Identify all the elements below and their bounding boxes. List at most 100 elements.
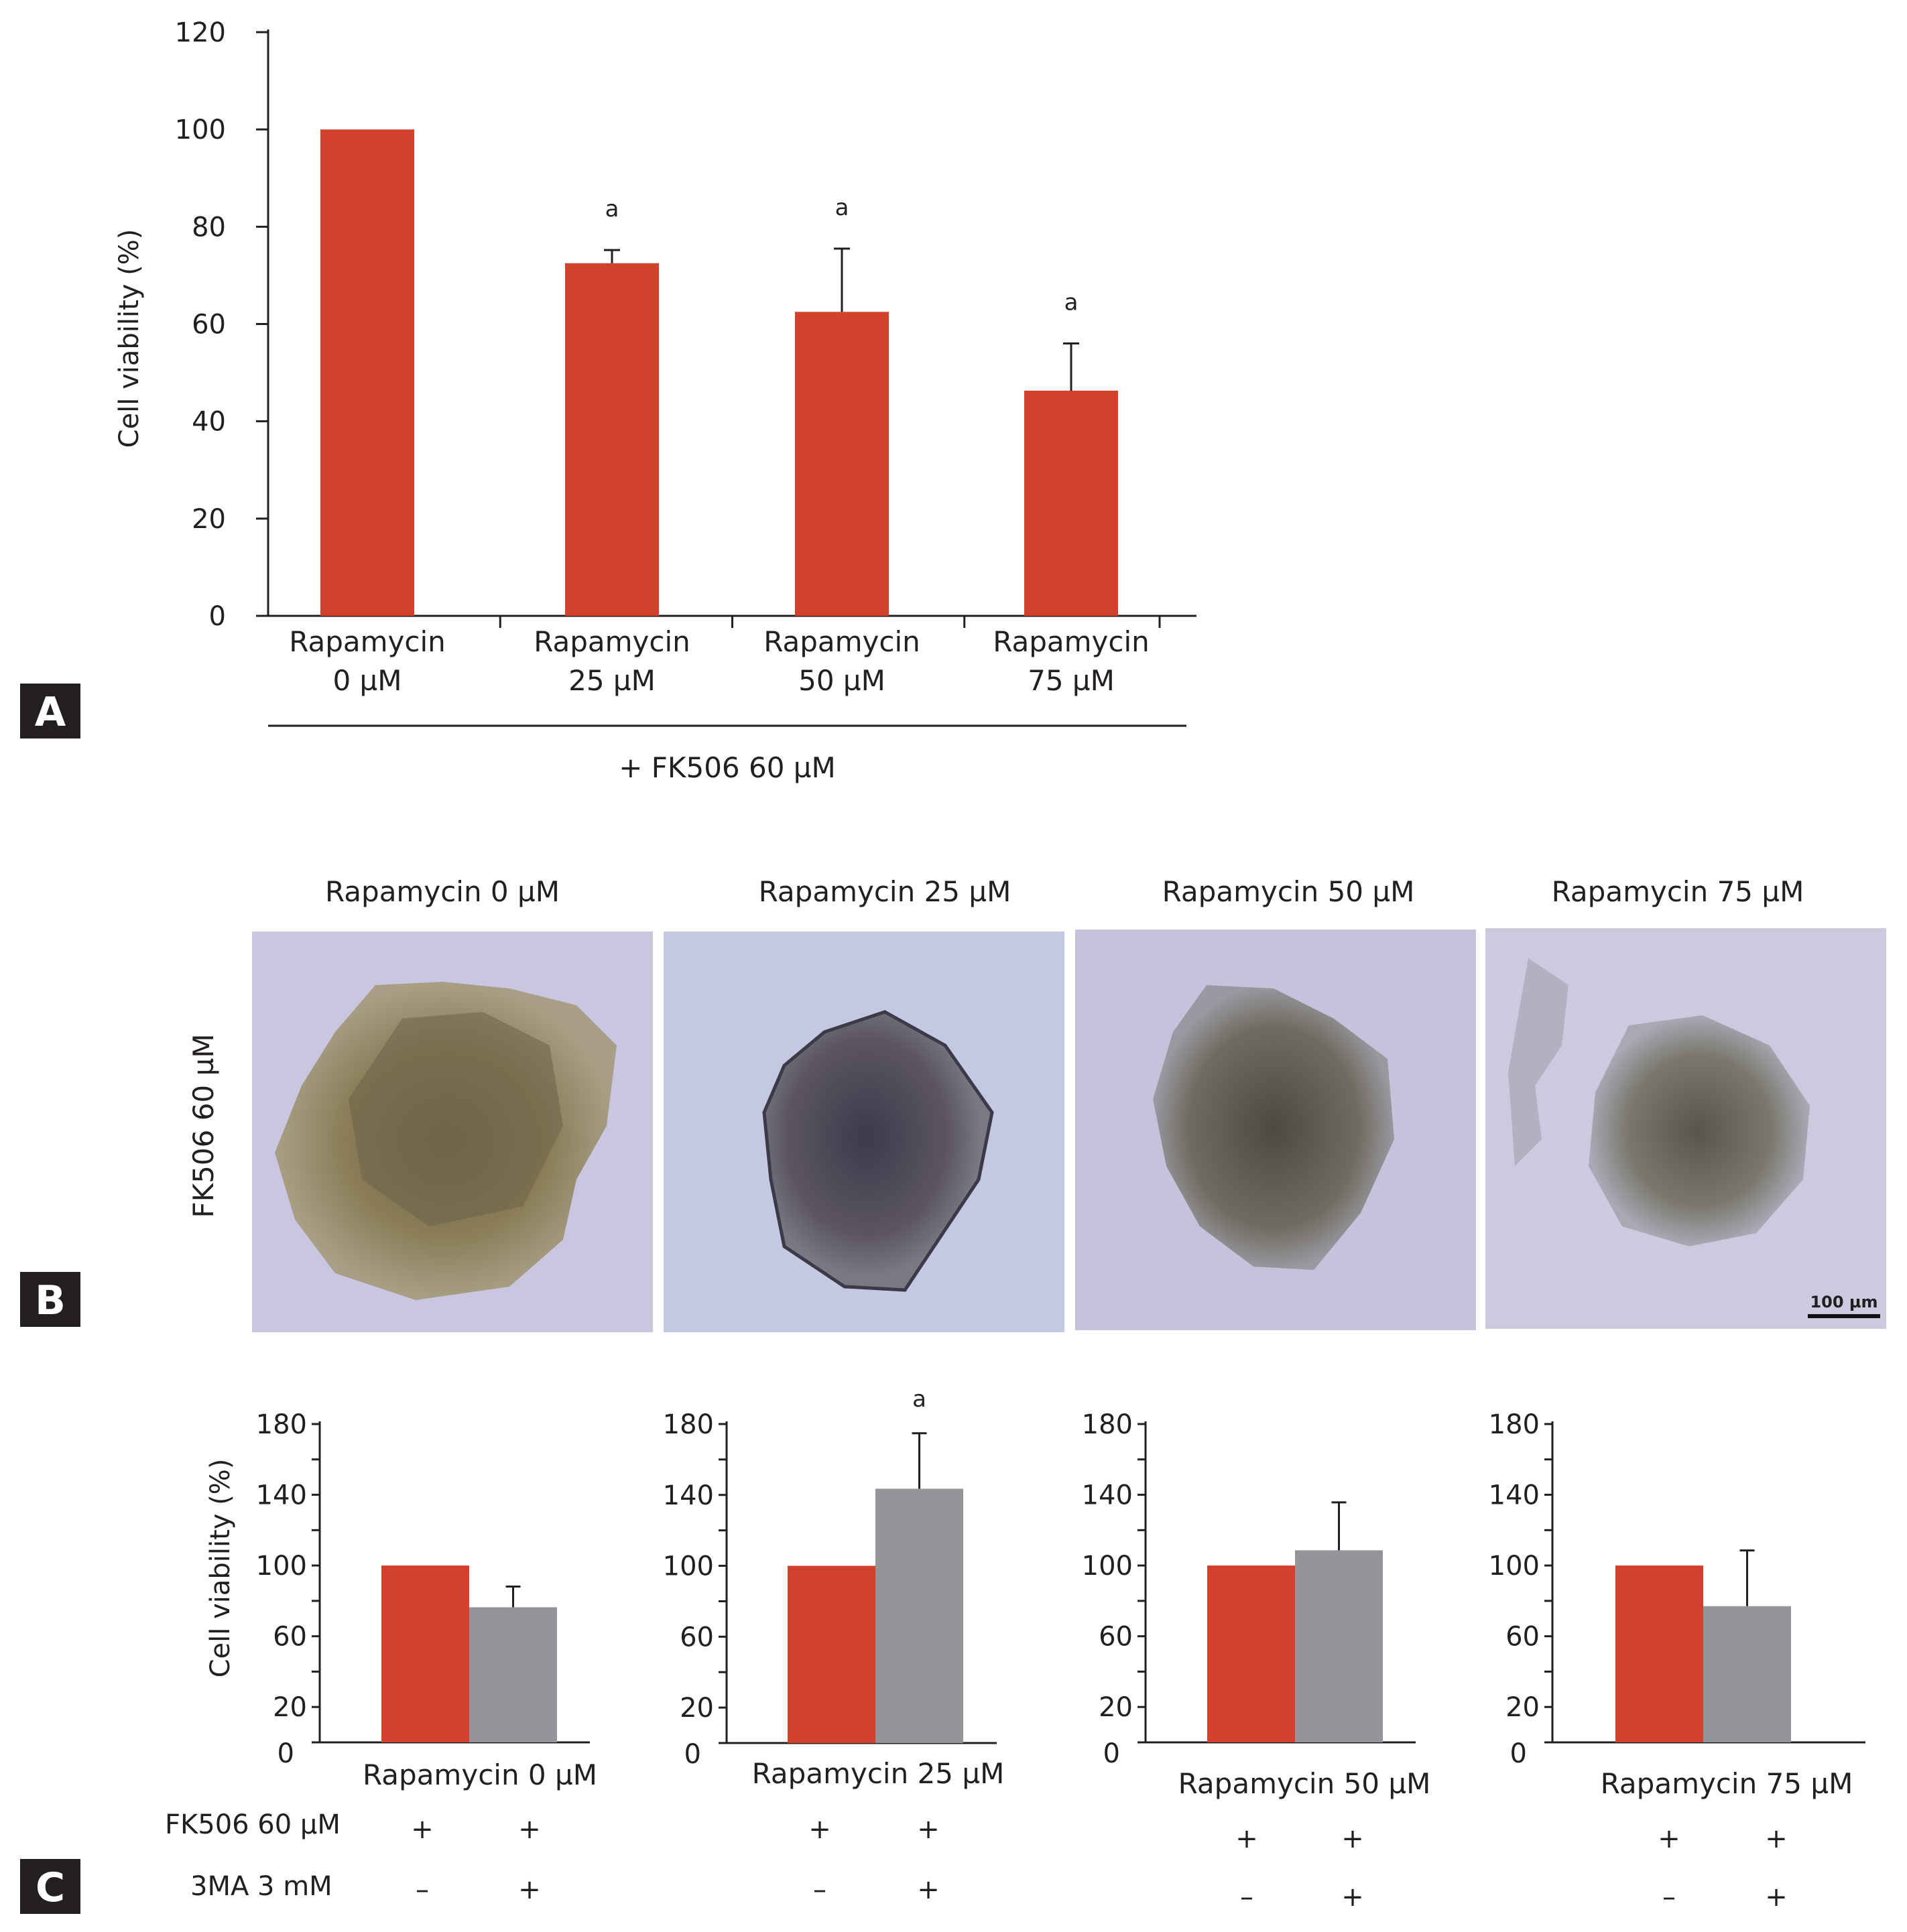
treatment-mark: – — [1240, 1882, 1253, 1913]
micrograph-rapamycin-50 — [1075, 929, 1476, 1330]
panel-b: Rapamycin 0 µM Rapamycin 25 µM Rapamycin… — [20, 875, 1886, 1332]
treatment-mark: + — [1235, 1823, 1258, 1854]
micrograph-rapamycin-75: 100 µm — [1485, 928, 1886, 1329]
panel-a-bars: Rapamycin 0 µM a Rapamycin 25 µM a Rapamycin 50… — [289, 129, 1150, 697]
category-label: 0 µM — [332, 664, 402, 697]
treatment-mark: + — [917, 1874, 940, 1905]
panel-a: Cell viability (%) 0 20 40 60 80 100 120 Rapam… — [20, 17, 1196, 784]
y-tick-label: 100 — [1489, 1551, 1540, 1582]
treatment-mark: + — [1341, 1823, 1364, 1854]
panel-c-chart-4: 0 20 60 100 140 180 Rapamycin 75 µM — [1489, 1409, 1865, 1800]
treatment-marks: + + – + + + – + + + – + + + – + — [411, 1814, 1788, 1913]
category-label: Rapamycin — [993, 625, 1150, 658]
y-tick-label: 60 — [273, 1622, 307, 1653]
bar-fk506 — [381, 1565, 469, 1742]
y-tick-label: 20 — [273, 1692, 307, 1723]
category-label: Rapamycin — [534, 625, 690, 658]
x-axis-label: Rapamycin 75 µM — [1601, 1767, 1853, 1800]
y-tick-label: 180 — [663, 1409, 714, 1440]
category-label: Rapamycin — [763, 625, 920, 658]
y-tick-label: 0 — [278, 1738, 294, 1769]
micrograph-row-label: FK506 60 µM — [187, 1034, 220, 1218]
y-tick-label: 140 — [256, 1480, 307, 1511]
bar — [795, 312, 889, 616]
y-tick-label: 20 — [680, 1693, 714, 1724]
y-tick-label: 0 — [209, 601, 226, 632]
y-tick-label: 60 — [1099, 1622, 1133, 1653]
panel-c-chart-3: 0 20 60 100 140 180 Rapamycin 50 µM — [1082, 1409, 1431, 1800]
bar-fk506-3ma — [1295, 1550, 1383, 1742]
y-tick-label: 20 — [192, 504, 226, 535]
y-tick-label: 60 — [192, 310, 226, 340]
category-label: Rapamycin — [289, 625, 446, 658]
scale-bar-label: 100 µm — [1810, 1293, 1878, 1311]
y-tick-label: 0 — [684, 1739, 701, 1770]
y-tick-label: 180 — [1489, 1409, 1540, 1440]
treatment-mark: + — [917, 1814, 940, 1845]
x-axis-label: Rapamycin 25 µM — [752, 1757, 1005, 1790]
panel-c-chart-2: 0 20 60 100 140 180 a Rapamycin 25 µM — [663, 1386, 1005, 1790]
bar — [1024, 390, 1118, 616]
panel-a-group-label: + FK506 60 µM — [619, 751, 836, 784]
significance-label: a — [835, 194, 849, 221]
bar-fk506-3ma — [875, 1488, 963, 1743]
x-axis-label: Rapamycin 0 µM — [363, 1758, 597, 1791]
y-tick-label: 120 — [175, 17, 226, 48]
bar-fk506 — [1207, 1565, 1295, 1742]
micrograph-title-2: Rapamycin 25 µM — [759, 875, 1011, 908]
y-tick-label: 100 — [1082, 1551, 1133, 1582]
micrograph-rapamycin-25 — [664, 931, 1064, 1332]
bar — [565, 263, 659, 616]
category-label: 75 µM — [1028, 664, 1115, 697]
y-tick-label: 60 — [1505, 1622, 1540, 1653]
y-tick-label: 0 — [1510, 1738, 1527, 1769]
treatment-mark: + — [411, 1814, 434, 1845]
y-tick-label: 60 — [680, 1622, 714, 1653]
y-tick-label: 100 — [175, 115, 226, 145]
y-tick-label: 140 — [663, 1480, 714, 1511]
significance-label: a — [605, 196, 619, 222]
panel-a-axes: 0 20 40 60 80 100 120 — [175, 17, 1196, 632]
significance-label: a — [1064, 289, 1079, 316]
treatment-mark: + — [1341, 1882, 1364, 1913]
category-label: 25 µM — [568, 664, 656, 697]
panel-c-ylabel: Cell viability (%) — [205, 1459, 236, 1678]
significance-label: a — [912, 1386, 926, 1413]
treatment-mark: + — [1765, 1882, 1788, 1913]
y-tick-label: 180 — [1082, 1409, 1133, 1440]
panel-c-chart-1: 0 20 60 100 140 180 Rapamycin 0 µM — [256, 1409, 597, 1791]
y-tick-label: 80 — [192, 212, 226, 243]
bar-fk506 — [788, 1565, 875, 1743]
y-tick-label: 140 — [1082, 1480, 1133, 1511]
y-tick-label: 100 — [663, 1551, 714, 1582]
x-axis-label: Rapamycin 50 µM — [1178, 1767, 1431, 1800]
treatment-row-label-3ma: 3MA 3 mM — [190, 1871, 332, 1902]
treatment-mark: + — [518, 1874, 541, 1905]
treatment-mark: – — [813, 1874, 826, 1905]
treatment-mark: – — [1662, 1882, 1676, 1913]
treatment-mark: + — [1658, 1823, 1680, 1854]
treatment-mark: – — [416, 1874, 429, 1905]
panel-b-label: B — [35, 1277, 66, 1324]
micrograph-rapamycin-0 — [252, 931, 653, 1332]
panel-a-ylabel: Cell viability (%) — [114, 229, 145, 448]
treatment-mark: + — [808, 1814, 831, 1845]
micrograph-title-3: Rapamycin 50 µM — [1162, 875, 1415, 908]
bar-fk506-3ma — [469, 1607, 557, 1742]
treatment-row-label-fk506: FK506 60 µM — [165, 1809, 341, 1840]
micrograph-title-1: Rapamycin 0 µM — [325, 875, 560, 908]
y-tick-label: 20 — [1505, 1692, 1540, 1723]
panel-a-label-box — [20, 684, 80, 738]
panel-a-label: A — [35, 689, 66, 736]
treatment-mark: + — [518, 1814, 541, 1845]
y-tick-label: 180 — [256, 1409, 307, 1440]
y-tick-label: 20 — [1099, 1692, 1133, 1723]
panel-b-label-box — [20, 1272, 80, 1327]
panel-c-label: C — [36, 1864, 65, 1911]
y-tick-label: 100 — [256, 1551, 307, 1582]
bar-fk506-3ma — [1703, 1606, 1791, 1742]
treatment-mark: + — [1765, 1823, 1788, 1854]
bar-fk506 — [1615, 1565, 1703, 1742]
micrograph-title-4: Rapamycin 75 µM — [1552, 875, 1804, 908]
